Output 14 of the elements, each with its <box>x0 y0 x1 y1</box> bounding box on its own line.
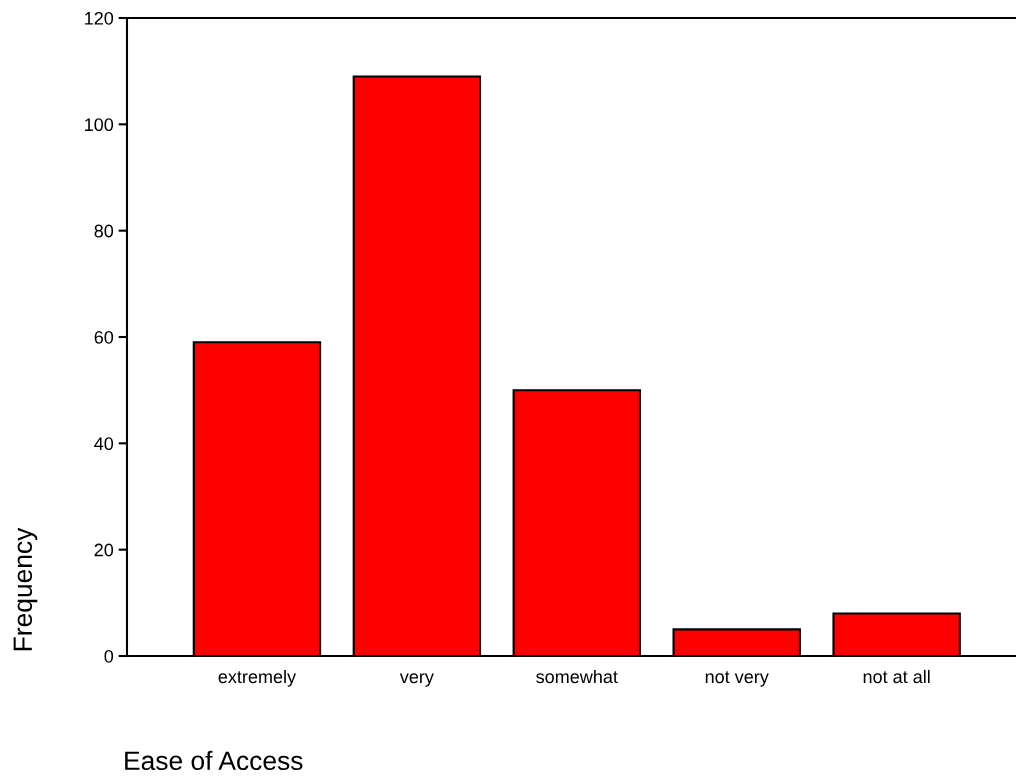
x-tick-label: extremely <box>218 669 297 687</box>
x-tick-label: very <box>399 673 434 687</box>
y-tick-label: 60 <box>94 330 114 344</box>
y-tick-label: 20 <box>94 543 114 557</box>
x-tick-label: not at all <box>863 669 930 684</box>
x-tick-label: not very <box>705 671 769 687</box>
y-tick-label: 120 <box>85 11 114 25</box>
y-tick-label: 80 <box>94 224 114 238</box>
y-tick-label: 100 <box>85 118 114 132</box>
y-axis-title: Frequency <box>13 527 38 651</box>
y-tick-label: 0 <box>104 649 114 663</box>
y-tick-label: 40 <box>94 437 114 451</box>
x-axis-title: Ease of Access <box>125 750 303 771</box>
x-tick-label: somewhat <box>536 669 618 684</box>
